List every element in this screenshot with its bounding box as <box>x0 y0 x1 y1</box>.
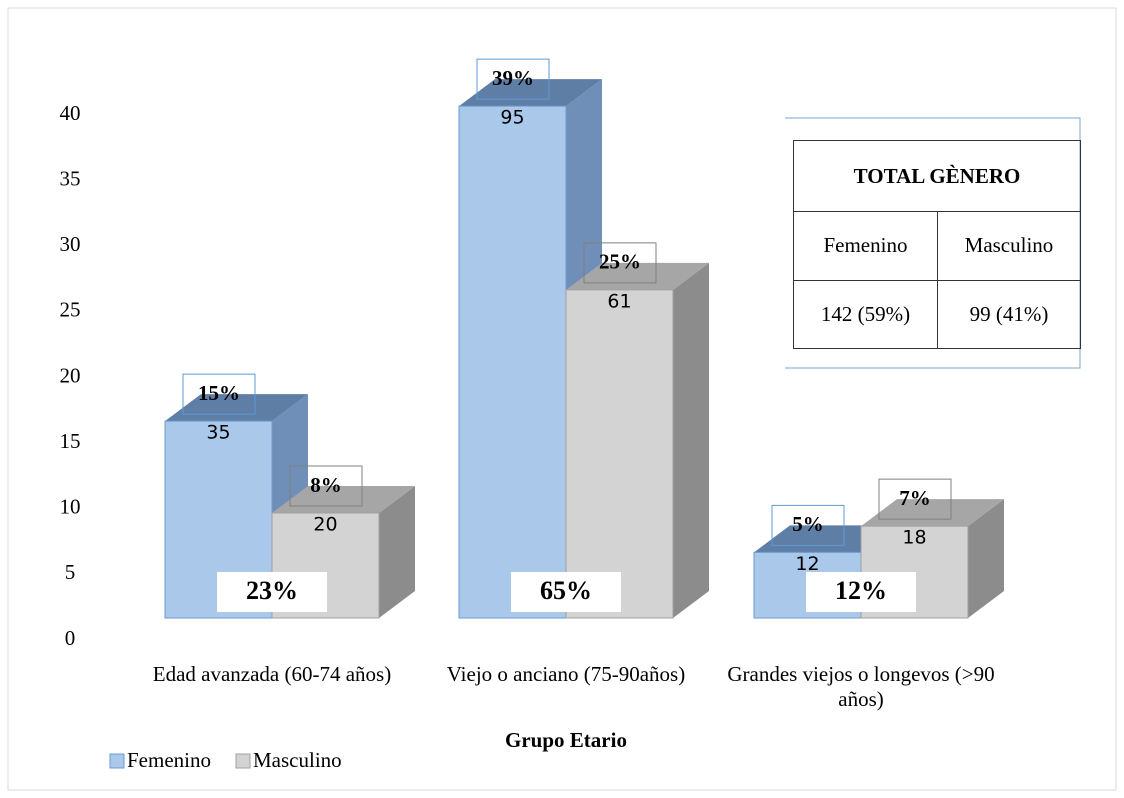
legend-swatch <box>235 753 251 769</box>
label-box <box>878 478 952 520</box>
count-label: 61 <box>607 290 631 312</box>
y-tick-label: 0 <box>65 626 76 650</box>
group-label: 23% <box>246 576 298 605</box>
y-tick-label: 25 <box>60 298 81 322</box>
legend-label: Masculino <box>253 748 342 772</box>
y-tick-label: 35 <box>60 166 81 190</box>
y-tick-label: 10 <box>60 495 81 519</box>
y-tick-label: 5 <box>65 560 76 584</box>
legend-label: Femenino <box>127 748 211 772</box>
label-box <box>771 504 845 546</box>
x-tick-label: Grandes viejos o longevos (>90 años) <box>727 662 995 711</box>
count-label: 35 <box>206 422 230 444</box>
group-box <box>806 572 916 612</box>
label-box <box>583 242 657 284</box>
group-box <box>217 572 327 612</box>
y-tick-label: 30 <box>60 232 81 256</box>
y-tick-label: 15 <box>60 429 81 453</box>
group-box <box>511 572 621 612</box>
group-label: 65% <box>540 576 592 605</box>
total-table: TOTAL GÈNERO Femenino Masculino 142 (59%)… <box>793 140 1082 349</box>
x-tick-label: Viejo o anciano (75-90años) <box>446 662 686 686</box>
value-label: 8% <box>310 473 342 497</box>
table-title: TOTAL GÈNERO <box>793 140 1081 212</box>
value-label: 7% <box>899 486 931 510</box>
x-axis-title: Grupo Etario <box>505 728 627 752</box>
y-tick-label: 20 <box>60 363 81 387</box>
bar-side <box>968 499 1004 618</box>
frame <box>7 7 1117 791</box>
count-label: 20 <box>313 514 337 536</box>
value-label: 5% <box>792 512 824 536</box>
count-label: 12 <box>795 553 819 575</box>
value-label: 39% <box>492 66 534 90</box>
bar <box>458 105 567 619</box>
label-box <box>182 373 256 415</box>
bar-side <box>673 262 709 618</box>
bar-side <box>379 486 415 618</box>
table-header: Femenino <box>793 211 938 281</box>
value-label: 25% <box>599 250 641 274</box>
count-label: 18 <box>902 527 926 549</box>
bar <box>565 289 674 619</box>
legend-swatch <box>109 753 125 769</box>
value-label: 15% <box>198 381 240 405</box>
table-cell: 99 (41%) <box>936 279 1082 349</box>
group-label: 12% <box>835 576 887 605</box>
label-box <box>476 58 550 100</box>
table-header: Masculino <box>936 211 1082 281</box>
table-cell: 142 (59%) <box>793 279 938 349</box>
label-box <box>289 465 363 507</box>
x-tick-label: Edad avanzada (60-74 años) <box>152 662 392 686</box>
count-label: 95 <box>500 107 524 129</box>
y-tick-label: 40 <box>60 101 81 125</box>
